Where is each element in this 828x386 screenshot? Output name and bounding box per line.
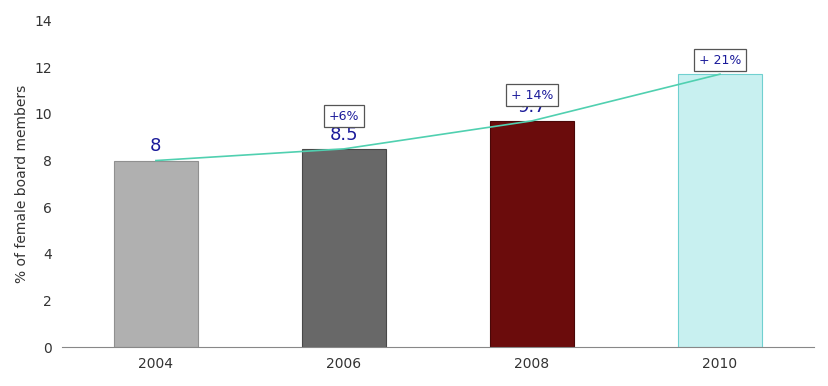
Text: +6%: +6% xyxy=(328,110,359,123)
Bar xyxy=(676,74,762,347)
Text: + 21%: + 21% xyxy=(698,54,740,67)
Bar xyxy=(113,161,198,347)
Text: 8: 8 xyxy=(150,137,161,156)
Text: 11.7: 11.7 xyxy=(699,51,739,69)
Y-axis label: % of female board members: % of female board members xyxy=(15,85,29,283)
Text: 9.7: 9.7 xyxy=(517,98,546,116)
Text: 8.5: 8.5 xyxy=(330,126,358,144)
Bar xyxy=(301,149,386,347)
Bar xyxy=(489,121,574,347)
Text: + 14%: + 14% xyxy=(510,89,552,102)
